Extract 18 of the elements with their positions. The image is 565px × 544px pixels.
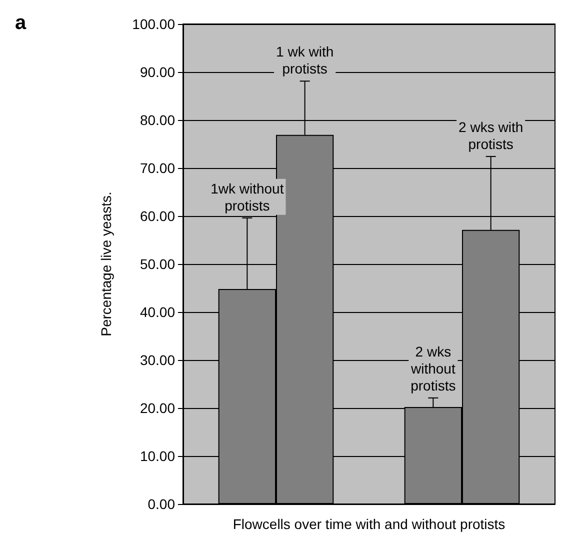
y-tick-label: 80.00 [140, 112, 176, 128]
annotation: 2 wks with protists [458, 118, 524, 152]
y-axis-title: Percentage live yeasts. [98, 192, 114, 336]
y-tick-label: 90.00 [140, 64, 176, 80]
y-tick-label: 0.00 [148, 496, 176, 512]
annotation: 2 wks without protists [410, 343, 456, 394]
y-tick-label: 20.00 [140, 400, 176, 416]
y-tick-label: 40.00 [140, 304, 176, 320]
y-tick-label: 70.00 [140, 160, 176, 176]
text: a [15, 12, 27, 34]
y-tick-label: 30.00 [140, 352, 176, 368]
annotation: 1 wk with protists [276, 44, 334, 77]
y-tick-label: 10.00 [140, 448, 176, 464]
annotation: 1wk without protists [210, 180, 284, 214]
y-tick-label: 60.00 [140, 208, 176, 224]
x-axis-title: Flowcells over time with and without protists [232, 516, 506, 532]
y-tick-label: 50.00 [140, 256, 176, 272]
y-tick-label: 100.00 [132, 16, 176, 32]
